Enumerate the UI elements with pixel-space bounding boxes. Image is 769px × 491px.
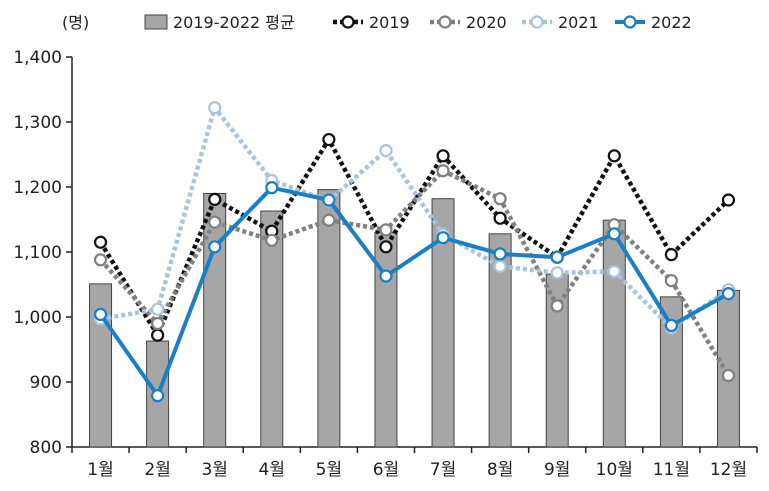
y-tick-label: 900 — [30, 373, 62, 393]
data-point — [93, 235, 108, 249]
data-point — [607, 149, 621, 163]
legend-label: 2019-2022 평균 — [173, 13, 295, 32]
y-axis-unit-label: (명) — [62, 13, 89, 32]
y-tick-label: 800 — [30, 438, 62, 458]
legend-label: 2019 — [369, 13, 410, 32]
legend-swatch-marker — [623, 15, 637, 29]
data-point — [151, 389, 165, 403]
data-point — [265, 181, 279, 195]
x-tick-label: 1월 — [87, 460, 113, 480]
data-point — [664, 248, 678, 262]
data-point — [607, 264, 621, 279]
bar — [431, 198, 455, 448]
data-point — [208, 240, 222, 254]
data-point — [379, 223, 393, 237]
line-series-2020 — [93, 164, 736, 383]
series-line — [98, 168, 731, 377]
data-point — [208, 192, 222, 206]
data-point — [436, 231, 450, 245]
bar — [317, 189, 341, 448]
x-tick-label: 2월 — [144, 460, 170, 480]
legend-label: 2022 — [651, 13, 692, 32]
data-point — [151, 328, 165, 342]
line-series-2021 — [93, 101, 736, 335]
data-point — [379, 144, 393, 158]
data-point — [208, 215, 222, 229]
data-point — [550, 250, 564, 264]
line-series-group — [93, 101, 736, 403]
line-series-2022 — [93, 181, 736, 403]
data-point — [493, 211, 507, 225]
bar — [488, 233, 512, 448]
data-point — [493, 259, 507, 273]
legend-label: 2020 — [466, 13, 507, 32]
data-point — [151, 302, 165, 316]
legend: 2019-2022 평균 2019 2020 2021 2022 — [144, 13, 692, 32]
data-point — [493, 247, 507, 261]
data-point — [208, 101, 222, 115]
data-point — [550, 299, 564, 313]
data-point — [721, 287, 736, 301]
legend-swatch-marker — [530, 15, 544, 29]
y-tick-label: 1,100 — [13, 243, 62, 263]
data-point — [664, 274, 678, 288]
y-tick-label: 1,300 — [13, 113, 62, 133]
legend-label: 2021 — [558, 13, 599, 32]
x-tick-label: 9월 — [544, 460, 570, 480]
data-point — [379, 269, 393, 283]
x-tick-label: 4월 — [259, 460, 285, 480]
data-point — [93, 307, 108, 321]
x-tick-label: 5월 — [316, 460, 342, 480]
x-axis: 1월 2월 3월 4월 5월 6월 7월 8월 9월 10월 11월 12월 — [71, 446, 758, 480]
series-line — [98, 185, 730, 398]
y-axis: 800 900 1,000 1,100 1,200 1,300 1,400 — [13, 48, 73, 458]
x-tick-label: 7월 — [430, 460, 456, 480]
data-point — [607, 227, 621, 241]
legend-swatch-marker — [438, 15, 452, 29]
x-tick-label: 11월 — [653, 460, 690, 480]
data-point — [721, 368, 736, 383]
data-point — [322, 213, 336, 227]
series-line — [100, 105, 730, 331]
data-point — [151, 316, 165, 331]
x-tick-label: 12월 — [710, 460, 747, 480]
data-point — [436, 149, 450, 163]
data-point — [436, 164, 450, 178]
data-point — [550, 266, 564, 280]
y-tick-label: 1,000 — [13, 308, 62, 328]
data-point — [265, 233, 279, 247]
data-point — [493, 192, 507, 206]
bar — [602, 219, 626, 448]
x-tick-label: 10월 — [596, 460, 633, 480]
bar — [659, 296, 683, 448]
data-point — [721, 193, 736, 207]
x-tick-label: 6월 — [373, 460, 399, 480]
data-point — [664, 318, 678, 333]
bar — [260, 210, 284, 448]
series-line — [98, 137, 731, 338]
bar — [716, 289, 740, 448]
data-point — [93, 253, 108, 267]
bar-series — [89, 189, 740, 448]
x-tick-label: 3월 — [201, 460, 227, 480]
y-tick-label: 1,400 — [13, 48, 62, 68]
x-tick-label: 8월 — [487, 460, 513, 480]
legend-swatch-marker — [341, 15, 355, 29]
data-point — [322, 132, 336, 147]
data-point — [379, 240, 393, 254]
data-point — [322, 193, 336, 207]
y-tick-label: 1,200 — [13, 178, 62, 198]
legend-swatch-bar — [144, 14, 168, 30]
